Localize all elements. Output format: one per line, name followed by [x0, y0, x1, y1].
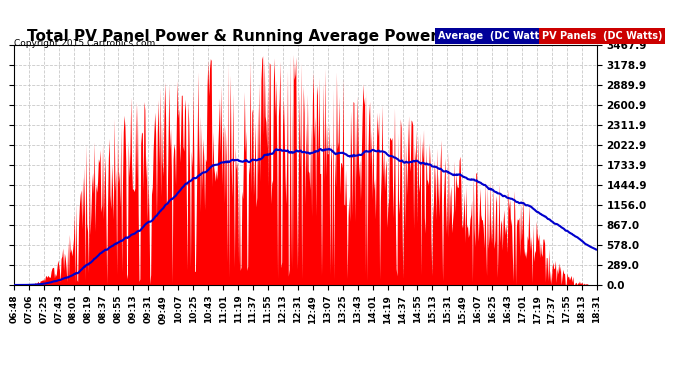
- Text: Average  (DC Watts): Average (DC Watts): [438, 31, 549, 40]
- Text: PV Panels  (DC Watts): PV Panels (DC Watts): [542, 31, 662, 40]
- Text: Copyright 2015 Cartronics.com: Copyright 2015 Cartronics.com: [14, 39, 155, 48]
- Title: Total PV Panel Power & Running Average Power Fri Sep 25 18:40: Total PV Panel Power & Running Average P…: [28, 29, 583, 44]
